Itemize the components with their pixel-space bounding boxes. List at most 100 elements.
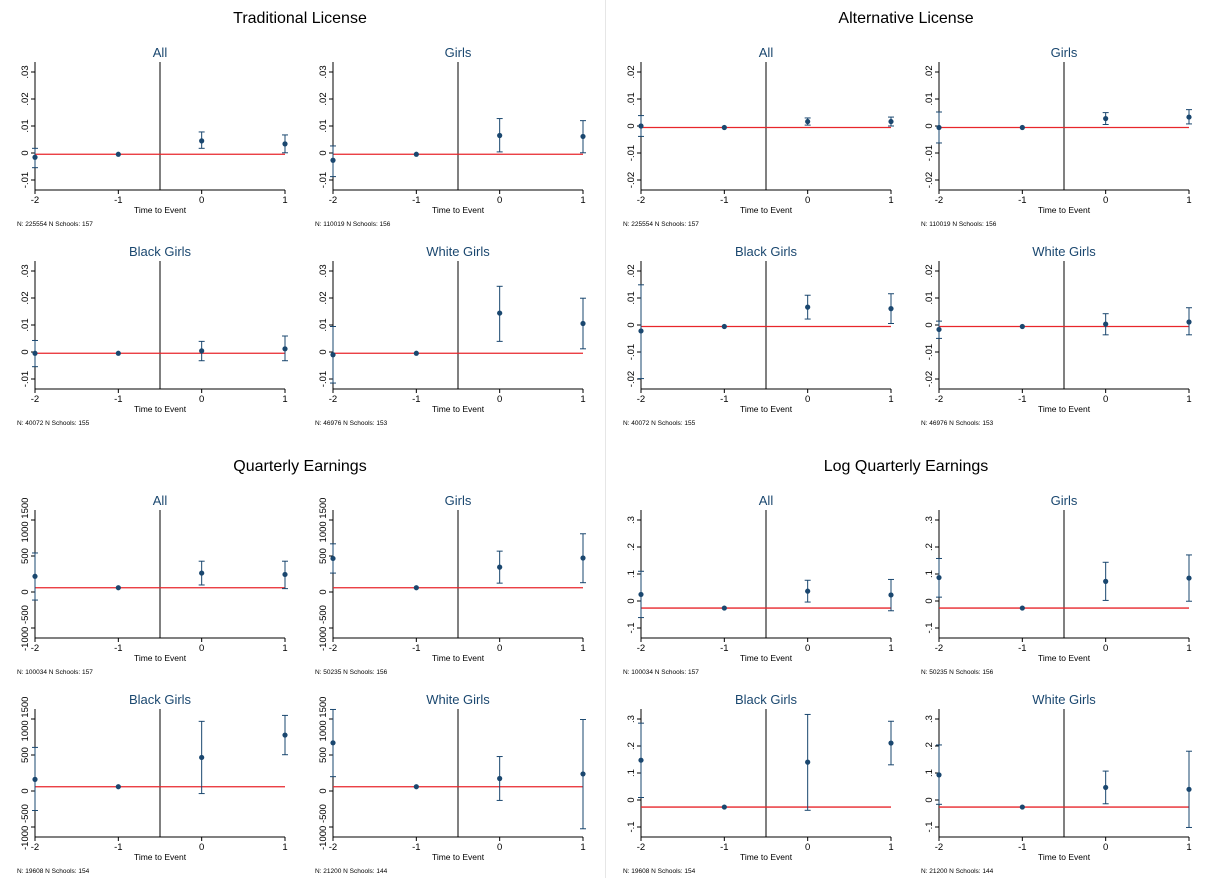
x-tick-label: -2	[637, 394, 645, 405]
estimate-point	[888, 592, 894, 598]
panel-title: Traditional License	[233, 10, 367, 27]
subplot-title: Girls	[445, 493, 472, 508]
x-tick-label: 1	[888, 195, 893, 206]
panel-separator	[605, 0, 606, 878]
x-tick-label: -1	[1018, 394, 1026, 405]
x-tick-label: -2	[31, 643, 39, 654]
y-tick-label: .2	[924, 543, 935, 551]
y-tick-label: -.02	[924, 371, 935, 387]
subplot-title: White Girls	[1032, 692, 1096, 707]
estimate-point	[1186, 575, 1192, 581]
estimate-point	[1103, 115, 1109, 122]
panel-title: Log Quarterly Earnings	[824, 458, 989, 475]
estimate-point	[115, 784, 121, 790]
estimate-point	[1019, 124, 1025, 131]
y-tick-label: 0	[924, 123, 935, 128]
estimate-point	[888, 740, 894, 746]
x-tick-label: 0	[497, 842, 502, 853]
panel-2: Alternative LicenseAll.02.010-.01-.02-2-…	[623, 10, 1192, 427]
estimate-point	[888, 118, 894, 125]
x-tick-label: 1	[580, 195, 585, 206]
subplot-title: Black Girls	[735, 244, 798, 259]
y-tick-label: .02	[924, 264, 935, 277]
x-tick-label: 0	[199, 643, 204, 654]
y-tick-label: 1000 1500	[20, 697, 31, 742]
estimate-point	[497, 775, 503, 782]
y-tick-label: .01	[20, 119, 31, 132]
y-tick-label: .02	[626, 65, 637, 78]
estimate-point	[413, 784, 419, 790]
y-tick-label: .3	[626, 715, 637, 723]
x-axis-label: Time to Event	[1038, 404, 1091, 414]
x-axis-label: Time to Event	[740, 205, 793, 215]
x-tick-label: -2	[637, 842, 645, 853]
y-tick-label: .02	[20, 92, 31, 105]
estimate-point	[115, 350, 121, 356]
x-tick-label: -1	[412, 842, 420, 853]
estimate-point	[32, 350, 38, 356]
x-axis-label: Time to Event	[1038, 852, 1091, 862]
x-tick-label: -2	[935, 643, 943, 654]
sample-size-note: N: 50235 N Schools: 156	[315, 669, 388, 676]
estimate-point	[1103, 321, 1109, 327]
x-tick-label: -1	[720, 643, 728, 654]
subplot-title: Girls	[1051, 45, 1078, 60]
subplot-title: White Girls	[426, 692, 490, 707]
y-tick-label: .01	[924, 92, 935, 105]
y-tick-label: 500	[318, 747, 329, 763]
y-tick-label: .01	[924, 291, 935, 304]
x-tick-label: 1	[888, 842, 893, 853]
x-tick-label: 1	[282, 643, 287, 654]
subplot-4: White Girls .3 .2 .1 0 -.1-2 -1 0 1 Time to Event…	[921, 692, 1192, 875]
x-tick-label: 0	[805, 394, 810, 405]
y-tick-label: -.1	[924, 821, 935, 832]
subplot-title: All	[153, 45, 168, 60]
panel-3: Quarterly Earnings All 1000 1500 500 0 -1000 …	[17, 458, 586, 875]
y-tick-label: 0	[20, 349, 31, 354]
subplot-title: All	[153, 493, 168, 508]
subplot-3: Black Girls .3 .2 .1 0 -.1-2 -1 0 1 Time to Event…	[623, 692, 894, 875]
x-tick-label: 1	[282, 195, 287, 206]
subplot-title: Girls	[445, 45, 472, 60]
sample-size-note: N: 46976 N Schools: 153	[921, 420, 994, 427]
subplot-1: All .03 .02 .01 0 -.01-2 -1 0 1 Time to Event N: 2…	[17, 45, 288, 228]
x-tick-label: -1	[114, 394, 122, 405]
subplot-3: Black Girls .02 .01 0 -.01 -.02-2 -1 0 1 Time to …	[623, 244, 894, 427]
x-tick-label: 0	[497, 195, 502, 206]
y-tick-label: .03	[318, 264, 329, 277]
sample-size-note: N: 40072 N Schools: 155	[623, 420, 696, 427]
x-tick-label: -2	[935, 842, 943, 853]
panel-title: Alternative License	[838, 10, 973, 27]
estimate-point	[638, 591, 644, 598]
subplot-title: White Girls	[1032, 244, 1096, 259]
estimate-point	[936, 326, 942, 333]
x-tick-label: 0	[199, 394, 204, 405]
x-tick-label: -2	[31, 195, 39, 206]
estimate-point	[199, 348, 205, 354]
x-tick-label: -2	[329, 195, 337, 206]
y-tick-label: -.1	[626, 622, 637, 633]
y-tick-label: .1	[626, 570, 637, 578]
estimate-point	[330, 352, 336, 358]
x-axis-label: Time to Event	[134, 852, 187, 862]
y-tick-label: 0	[318, 788, 329, 793]
sample-size-note: N: 100034 N Schools: 157	[623, 669, 699, 676]
x-tick-label: 0	[805, 195, 810, 206]
panel-title: Quarterly Earnings	[233, 458, 366, 475]
subplot-2: Girls .02 .01 0 -.01 -.02-2 -1 0 1 Time to Event N…	[921, 45, 1192, 228]
x-tick-label: -1	[1018, 842, 1026, 853]
y-tick-label: -1000 -500	[20, 804, 31, 850]
y-tick-label: 0	[318, 150, 329, 155]
sample-size-note: N: 50235 N Schools: 156	[921, 669, 994, 676]
sample-size-note: N: 19608 N Schools: 154	[17, 868, 90, 875]
y-tick-label: 1000 1500	[318, 498, 329, 543]
x-tick-label: -1	[114, 842, 122, 853]
x-tick-label: 0	[199, 195, 204, 206]
y-tick-label: -.01	[318, 371, 329, 387]
x-axis-label: Time to Event	[134, 404, 187, 414]
y-tick-label: .2	[626, 742, 637, 750]
estimate-point	[199, 754, 205, 761]
estimate-point	[638, 757, 644, 763]
y-tick-label: .01	[318, 318, 329, 331]
x-tick-label: -2	[329, 394, 337, 405]
